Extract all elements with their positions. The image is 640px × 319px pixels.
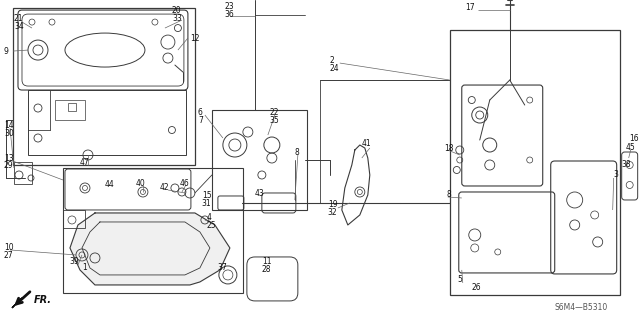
- Bar: [14, 162, 32, 184]
- Bar: [63, 168, 243, 293]
- Text: 15: 15: [202, 191, 212, 200]
- Text: 18: 18: [444, 144, 453, 152]
- Text: 9: 9: [4, 47, 9, 56]
- Text: 29: 29: [4, 161, 13, 170]
- Text: 26: 26: [472, 284, 481, 293]
- Text: 7: 7: [198, 115, 203, 124]
- Polygon shape: [12, 298, 22, 308]
- Text: FR.: FR.: [34, 295, 52, 305]
- Text: 4: 4: [207, 213, 212, 222]
- Text: 31: 31: [202, 199, 212, 209]
- Bar: [212, 110, 307, 210]
- Text: 21: 21: [14, 14, 24, 23]
- Text: 42: 42: [160, 183, 170, 192]
- Text: 8: 8: [295, 147, 300, 157]
- Text: 39: 39: [69, 257, 79, 266]
- Bar: [13, 8, 195, 165]
- Text: 47: 47: [80, 159, 90, 167]
- Text: 27: 27: [4, 251, 13, 260]
- Text: 40: 40: [136, 180, 146, 189]
- Text: 5: 5: [458, 275, 463, 285]
- Text: 12: 12: [190, 33, 200, 42]
- Text: 41: 41: [362, 138, 371, 147]
- Text: 16: 16: [630, 134, 639, 143]
- Text: 6: 6: [198, 108, 203, 116]
- Polygon shape: [70, 213, 230, 285]
- Text: 20: 20: [172, 5, 182, 15]
- Text: 24: 24: [330, 63, 339, 72]
- Text: 38: 38: [621, 160, 631, 169]
- Bar: [63, 210, 85, 228]
- Text: 35: 35: [270, 115, 280, 124]
- Text: 19: 19: [328, 200, 337, 210]
- Text: 10: 10: [4, 243, 13, 252]
- Text: 25: 25: [207, 221, 216, 230]
- Text: 30: 30: [4, 129, 13, 137]
- Bar: [55, 100, 85, 120]
- Text: 1: 1: [82, 263, 86, 272]
- Text: 11: 11: [262, 257, 271, 266]
- Text: 22: 22: [270, 108, 280, 116]
- Text: 44: 44: [105, 181, 115, 189]
- Text: 28: 28: [262, 265, 271, 274]
- Bar: [450, 30, 620, 295]
- Text: 14: 14: [4, 121, 13, 130]
- Text: 36: 36: [225, 10, 235, 19]
- Text: 43: 43: [255, 189, 264, 198]
- Text: 45: 45: [626, 143, 636, 152]
- Bar: [68, 103, 76, 111]
- Text: 33: 33: [172, 14, 182, 23]
- Text: 3: 3: [614, 170, 619, 180]
- Text: 17: 17: [465, 3, 474, 11]
- Text: 34: 34: [14, 22, 24, 31]
- Text: S6M4—B5310: S6M4—B5310: [555, 303, 608, 312]
- Text: 37: 37: [218, 263, 228, 272]
- Text: 2: 2: [330, 56, 335, 64]
- Text: 46: 46: [180, 180, 189, 189]
- Text: 32: 32: [328, 209, 337, 218]
- Text: 8: 8: [447, 190, 452, 199]
- Text: 23: 23: [225, 2, 234, 11]
- Text: 13: 13: [4, 153, 13, 162]
